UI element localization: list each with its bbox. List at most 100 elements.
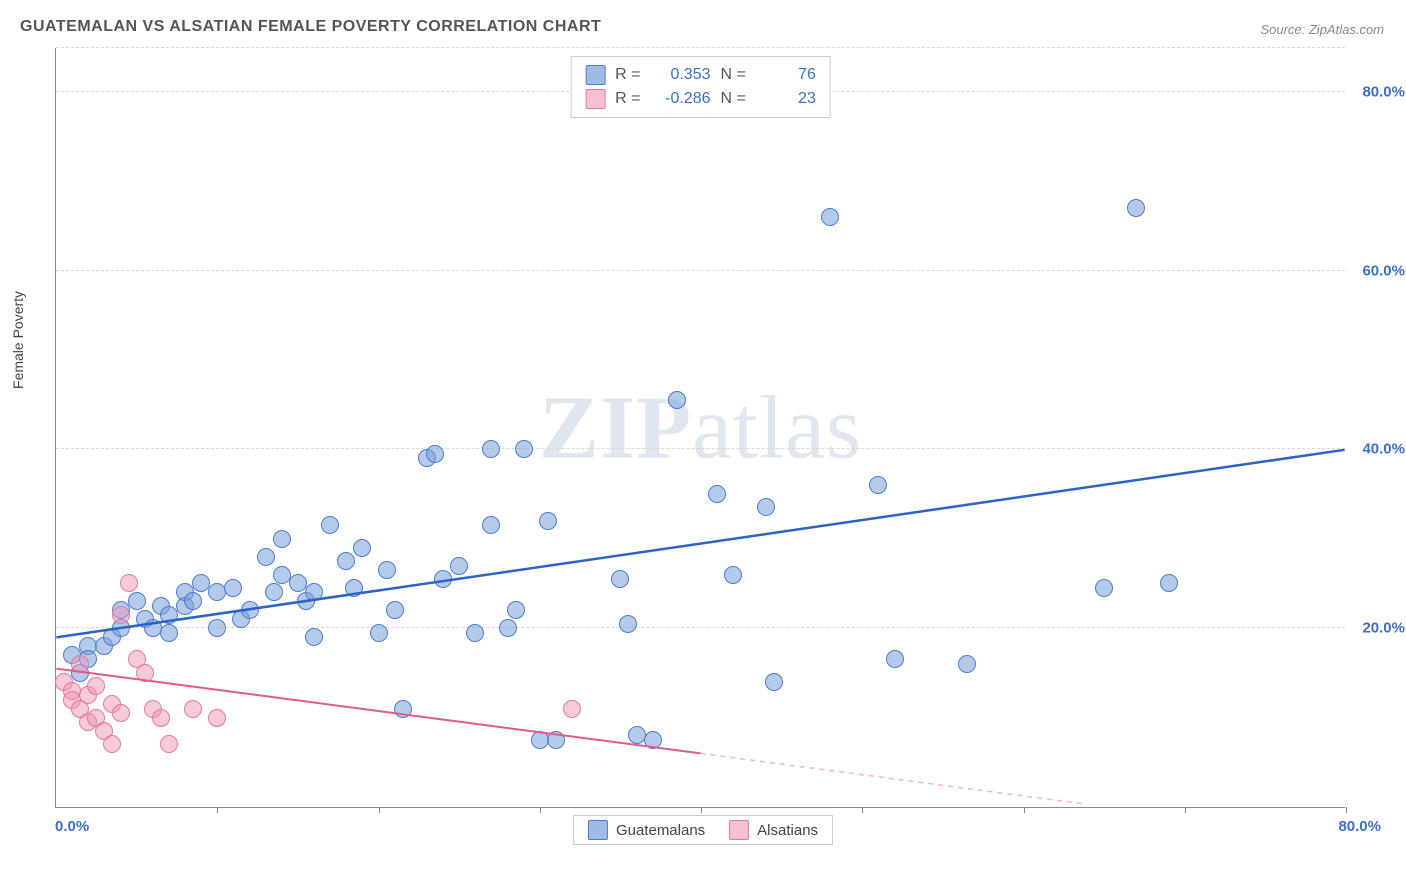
scatter-point <box>611 570 629 588</box>
scatter-point <box>160 735 178 753</box>
scatter-point <box>547 731 565 749</box>
scatter-point <box>378 561 396 579</box>
r-value: 0.353 <box>651 66 711 84</box>
watermark: ZIPatlas <box>539 376 862 479</box>
scatter-point <box>1160 574 1178 592</box>
scatter-point <box>450 557 468 575</box>
scatter-point <box>869 476 887 494</box>
scatter-point <box>628 726 646 744</box>
scatter-point <box>71 655 89 673</box>
y-axis-label: Female Poverty <box>10 291 26 389</box>
r-label: R = <box>615 90 640 108</box>
scatter-point <box>353 539 371 557</box>
watermark-atlas: atlas <box>692 378 862 477</box>
scatter-point <box>757 498 775 516</box>
gridline <box>56 270 1345 271</box>
n-value: 76 <box>756 66 816 84</box>
scatter-point <box>321 516 339 534</box>
x-tick <box>1024 807 1025 813</box>
watermark-zip: ZIP <box>539 378 692 477</box>
scatter-point <box>112 704 130 722</box>
scatter-point <box>345 579 363 597</box>
scatter-point <box>821 208 839 226</box>
scatter-point <box>466 624 484 642</box>
swatch-pink-icon <box>585 89 605 109</box>
scatter-point <box>152 709 170 727</box>
scatter-point <box>370 624 388 642</box>
legend-label: Guatemalans <box>616 822 705 839</box>
stats-row-guatemalans: R = 0.353 N = 76 <box>585 63 816 87</box>
chart-plot-area: ZIPatlas 20.0%40.0%60.0%80.0% R = 0.353 … <box>55 48 1345 808</box>
x-tick <box>1185 807 1186 813</box>
scatter-point <box>499 619 517 637</box>
scatter-point <box>434 570 452 588</box>
scatter-point <box>394 700 412 718</box>
y-tick-label: 20.0% <box>1362 620 1405 637</box>
scatter-point <box>120 574 138 592</box>
scatter-point <box>224 579 242 597</box>
scatter-point <box>482 516 500 534</box>
scatter-point <box>128 592 146 610</box>
series-legend: Guatemalans Alsatians <box>573 815 833 845</box>
y-tick-label: 60.0% <box>1362 262 1405 279</box>
scatter-point <box>208 619 226 637</box>
scatter-point <box>103 735 121 753</box>
scatter-point <box>515 440 533 458</box>
scatter-point <box>337 552 355 570</box>
x-tick <box>1346 807 1347 813</box>
y-tick-label: 80.0% <box>1362 83 1405 100</box>
x-axis-min-label: 0.0% <box>55 818 89 835</box>
x-tick <box>379 807 380 813</box>
scatter-point <box>160 606 178 624</box>
scatter-point <box>644 731 662 749</box>
scatter-point <box>426 445 444 463</box>
scatter-point <box>539 512 557 530</box>
scatter-point <box>144 619 162 637</box>
legend-item-guatemalans: Guatemalans <box>588 820 705 840</box>
swatch-blue-icon <box>585 65 605 85</box>
scatter-point <box>208 709 226 727</box>
scatter-point <box>265 583 283 601</box>
x-tick <box>540 807 541 813</box>
correlation-stats-box: R = 0.353 N = 76 R = -0.286 N = 23 <box>570 56 831 118</box>
trend-line <box>701 753 1087 804</box>
gridline <box>56 448 1345 449</box>
scatter-point <box>305 583 323 601</box>
scatter-point <box>305 628 323 646</box>
scatter-point <box>112 606 130 624</box>
scatter-point <box>184 592 202 610</box>
scatter-point <box>273 530 291 548</box>
scatter-point <box>241 601 259 619</box>
y-tick-label: 40.0% <box>1362 441 1405 458</box>
scatter-point <box>765 673 783 691</box>
scatter-point <box>482 440 500 458</box>
scatter-point <box>724 566 742 584</box>
r-label: R = <box>615 66 640 84</box>
source-attribution: Source: ZipAtlas.com <box>1260 22 1384 37</box>
legend-label: Alsatians <box>757 822 818 839</box>
n-label: N = <box>721 90 746 108</box>
swatch-blue-icon <box>588 820 608 840</box>
chart-title: GUATEMALAN VS ALSATIAN FEMALE POVERTY CO… <box>20 18 601 36</box>
scatter-point <box>958 655 976 673</box>
scatter-point <box>886 650 904 668</box>
scatter-point <box>87 677 105 695</box>
scatter-point <box>136 664 154 682</box>
scatter-point <box>563 700 581 718</box>
scatter-point <box>708 485 726 503</box>
r-value: -0.286 <box>651 90 711 108</box>
scatter-point <box>160 624 178 642</box>
scatter-point <box>1127 199 1145 217</box>
scatter-point <box>184 700 202 718</box>
n-label: N = <box>721 66 746 84</box>
n-value: 23 <box>756 90 816 108</box>
scatter-point <box>668 391 686 409</box>
x-tick <box>701 807 702 813</box>
swatch-pink-icon <box>729 820 749 840</box>
scatter-point <box>507 601 525 619</box>
x-axis-max-label: 80.0% <box>1338 818 1381 835</box>
x-tick <box>862 807 863 813</box>
stats-row-alsatians: R = -0.286 N = 23 <box>585 87 816 111</box>
scatter-point <box>1095 579 1113 597</box>
scatter-point <box>619 615 637 633</box>
